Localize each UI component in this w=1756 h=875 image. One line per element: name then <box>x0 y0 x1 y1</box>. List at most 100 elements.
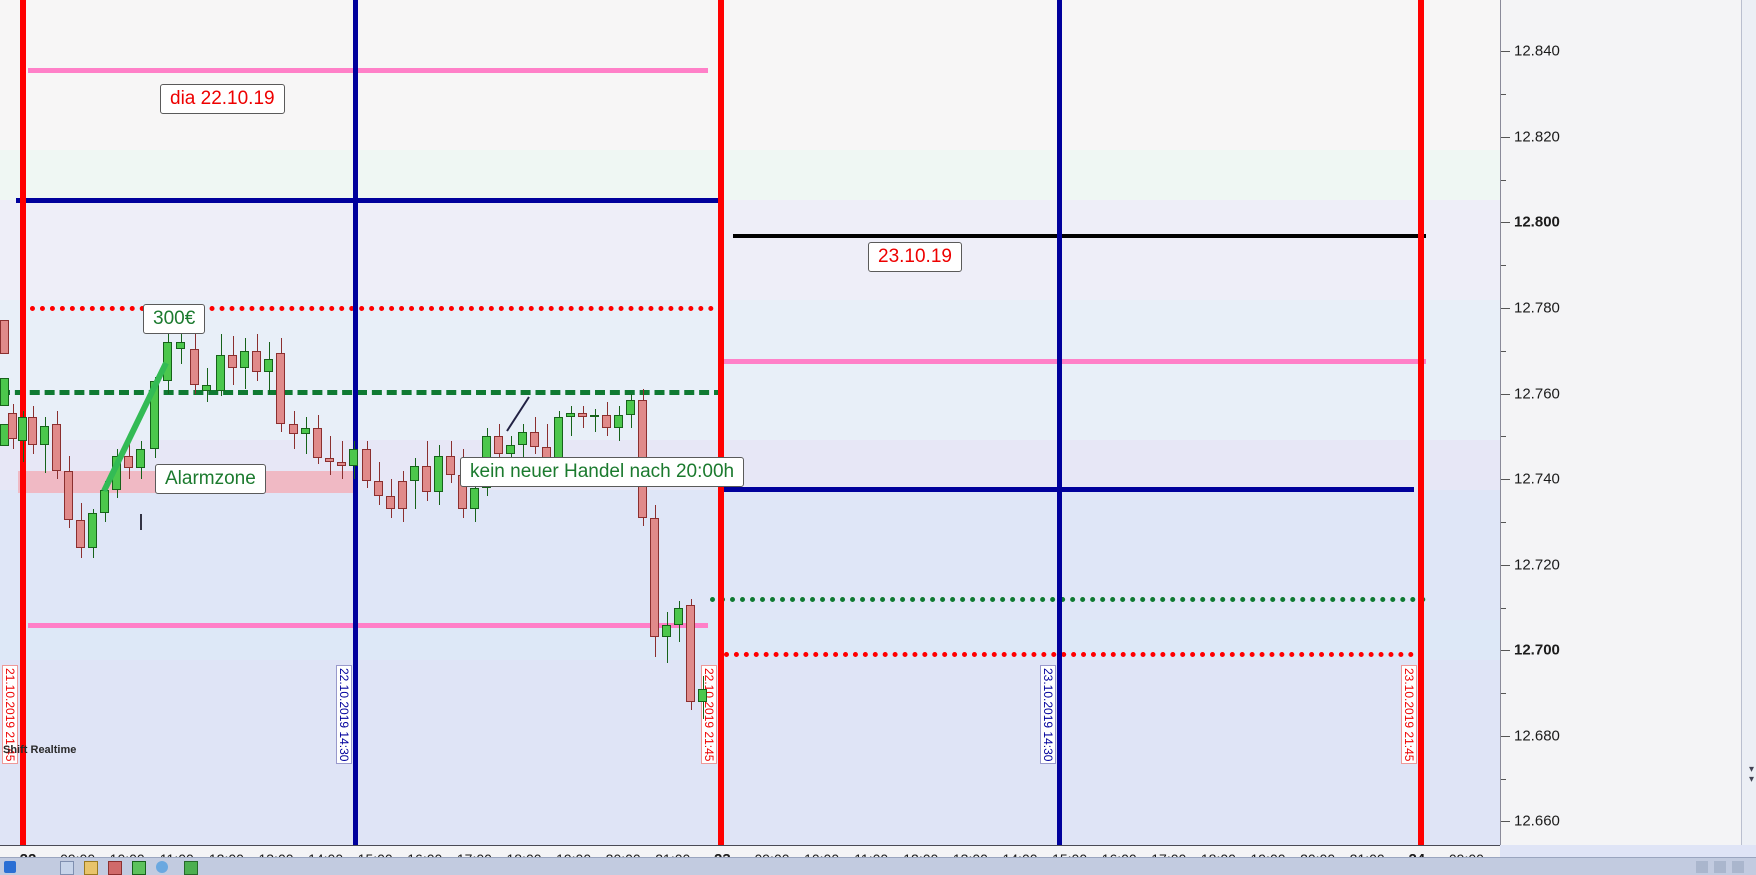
watermark-label: Shift Realtime <box>3 744 77 756</box>
price-minor-tick <box>1501 607 1506 609</box>
annotation-day-23[interactable]: 23.10.19 <box>868 242 962 272</box>
vtag-session-start: 21.10.2019 21:45 <box>2 665 18 765</box>
candle-wick <box>510 436 512 471</box>
candle-body <box>28 417 37 445</box>
annotation-alarm-zone[interactable]: Alarmzone <box>155 464 266 494</box>
mail-icon[interactable] <box>108 861 122 875</box>
price-axis[interactable]: 12.840 12.820 12.800 12.780 12.760 12.740 12.7… <box>1500 0 1756 845</box>
band-zone <box>0 200 1500 300</box>
price-minor-tick <box>1501 94 1506 96</box>
candle-body <box>662 624 671 638</box>
price-axis-scrollbar[interactable]: ▾ ▾ <box>1741 0 1756 845</box>
chart-plot-area[interactable]: 21.10.2019 21:45 22.10.2019 14:30 22.10.… <box>0 0 1500 845</box>
price-minor-tick <box>1501 521 1506 523</box>
annotation-dia-22[interactable]: dia 22.10.19 <box>160 84 285 114</box>
tray-icon[interactable] <box>1732 861 1744 873</box>
vline-session-end-red-23 <box>1418 0 1424 845</box>
vtag-midday-22: 22.10.2019 14:30 <box>336 665 352 765</box>
candle-body <box>252 350 261 373</box>
price-minor-tick <box>1501 265 1506 267</box>
candle-body <box>650 517 659 638</box>
candle-body <box>446 455 455 475</box>
candle-wick <box>546 423 548 467</box>
candle-body <box>530 432 539 448</box>
candle-wick <box>341 440 343 480</box>
green-dashed-line-mid <box>0 390 724 395</box>
candle-body <box>578 412 587 418</box>
annotation-no-new-trade[interactable]: kein neuer Handel nach 20:00h <box>460 457 745 487</box>
price-tick-mark <box>1501 564 1510 566</box>
blue-line-upper <box>16 198 724 203</box>
band-zone <box>0 150 1500 200</box>
pink-line-lower-left <box>28 623 708 628</box>
pink-line-upper <box>28 68 708 73</box>
price-tick-label: 12.800 <box>1514 213 1560 231</box>
green-dotted-line-lower <box>710 597 1426 602</box>
app-icon[interactable] <box>184 861 198 875</box>
folder-icon[interactable] <box>84 861 98 875</box>
trend-arrow-up <box>101 361 169 493</box>
candle-body <box>40 425 49 445</box>
chart-icon[interactable] <box>132 861 146 875</box>
candle-body <box>240 350 249 368</box>
candle-body <box>698 688 707 702</box>
vtag-midday-23: 23.10.2019 14:30 <box>1040 665 1056 765</box>
annotation-profit-target[interactable]: 300€ <box>143 304 206 334</box>
candle-body <box>386 496 395 510</box>
candle-wick <box>180 312 182 364</box>
price-tick-mark <box>1501 821 1510 823</box>
vline-midday-blue-22 <box>353 0 358 845</box>
price-minor-tick <box>1501 778 1506 780</box>
candle-body <box>506 444 515 454</box>
candle-body <box>0 320 9 354</box>
candle-wick <box>594 408 596 433</box>
candle-body <box>64 470 73 520</box>
candle-body <box>276 352 285 424</box>
candle-wick <box>329 436 331 475</box>
price-minor-tick <box>1501 179 1506 181</box>
taskbar[interactable] <box>0 857 1756 875</box>
price-tick-mark <box>1501 479 1510 481</box>
candle-body <box>374 481 383 497</box>
candle-body <box>626 400 635 415</box>
vtag-session-end-23: 23.10.2019 21:45 <box>1401 665 1417 765</box>
candle-wick <box>414 457 416 510</box>
candle-body <box>325 457 334 463</box>
candle-body <box>554 417 563 458</box>
window-icon[interactable] <box>60 861 74 875</box>
price-tick-mark <box>1501 308 1510 310</box>
price-tick-mark <box>1501 393 1510 395</box>
candle-body <box>124 455 133 469</box>
band-zone <box>0 0 1500 150</box>
candle-body <box>410 466 419 482</box>
candle-body <box>18 417 27 441</box>
band-zone <box>0 660 1500 845</box>
red-dotted-line-lower <box>724 652 1414 657</box>
candle-body <box>136 449 145 469</box>
tick-mark <box>140 514 142 530</box>
candle-body <box>8 412 17 439</box>
candle-wick <box>582 406 584 428</box>
chevron-down-icon[interactable]: ▾ <box>1748 764 1754 775</box>
browser-icon[interactable] <box>156 861 168 873</box>
candle-body <box>686 605 695 702</box>
chevron-down-icon[interactable]: ▾ <box>1748 774 1754 785</box>
start-button-icon[interactable] <box>4 861 16 873</box>
candle-body <box>190 348 199 386</box>
candle-body <box>202 385 211 392</box>
pointer-line <box>506 396 530 432</box>
tray-icon[interactable] <box>1714 861 1726 873</box>
tray-icon[interactable] <box>1696 861 1708 873</box>
candle-body <box>313 427 322 458</box>
candle-wick <box>206 367 208 403</box>
red-dotted-line-upper <box>20 306 724 311</box>
price-tick-mark <box>1501 222 1510 224</box>
candle-body <box>674 607 683 625</box>
candle-body <box>264 359 273 373</box>
price-tick-mark <box>1501 136 1510 138</box>
price-minor-tick <box>1501 350 1506 352</box>
candle-body <box>422 466 431 492</box>
blue-line-lower-right <box>724 487 1414 492</box>
candle-body <box>176 342 185 349</box>
candle-body <box>163 342 172 381</box>
